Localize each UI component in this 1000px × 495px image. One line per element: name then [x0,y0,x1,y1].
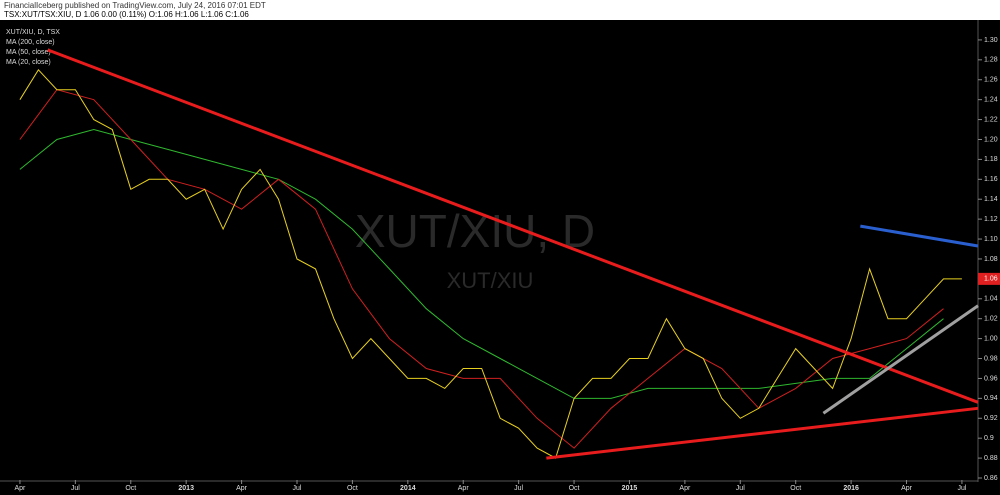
x-tick-label: Oct [569,485,580,492]
last-price-label: 1.06 [984,276,998,283]
y-tick-label: 0.98 [984,355,998,362]
x-tick-label: 2013 [178,485,194,492]
trendline [546,406,979,460]
x-tick-label: Jul [957,485,966,492]
x-tick-label: 2014 [400,485,416,492]
legend-entry: MA (20, close) [6,59,51,66]
x-tick-label: Jul [514,485,523,492]
y-tick-label: 1.26 [984,77,998,84]
ma-line [19,68,962,459]
watermark-sub: XUT/XIU [447,268,534,293]
x-tick-label: Apr [14,485,26,492]
y-tick-label: 1.00 [984,335,998,342]
y-tick-label: 0.92 [984,415,998,422]
y-tick-label: 1.02 [984,316,998,323]
x-tick-label: Oct [125,485,136,492]
trendline [47,48,979,404]
x-tick-label: 2016 [843,485,859,492]
y-tick-label: 1.12 [984,216,998,223]
trendline [822,304,979,415]
x-tick-label: Apr [901,485,913,492]
symbol: XUT/XIU, D, TSX [6,29,60,36]
y-tick-label: 0.86 [984,475,998,482]
y-tick-label: 1.24 [984,97,998,104]
x-tick-label: Jul [71,485,80,492]
ma-line [19,128,944,399]
y-tick-label: 1.30 [984,37,998,44]
y-tick-label: 1.18 [984,156,998,163]
x-tick-label: Apr [458,485,470,492]
y-tick-label: 1.04 [984,296,998,303]
ma-line [19,89,944,449]
y-tick-label: 1.16 [984,176,998,183]
y-tick-label: 0.96 [984,375,998,382]
y-tick-label: 1.10 [984,236,998,243]
x-tick-label: Apr [679,485,691,492]
x-tick-label: 2015 [622,485,638,492]
header: FinancialIceberg published on TradingVie… [4,1,266,10]
y-tick-label: 1.08 [984,256,998,263]
legend-entry: MA (200, close) [6,39,55,46]
y-tick-label: 1.22 [984,116,998,123]
watermark: XUT/XIU, D [355,205,595,257]
x-tick-label: Oct [790,485,801,492]
quote: TSX:XUT/TSX:XIU, D 1.06 0.00 (0.11%) O:1… [4,10,249,19]
x-tick-label: Apr [236,485,248,492]
y-tick-label: 1.28 [984,57,998,64]
x-tick-label: Jul [293,485,302,492]
y-tick-label: 0.88 [984,455,998,462]
y-tick-label: 0.94 [984,395,998,402]
legend-entry: MA (50, close) [6,49,51,56]
header-bar [0,0,1000,20]
x-tick-label: Oct [347,485,358,492]
y-tick-label: 1.14 [984,196,998,203]
y-tick-label: 1.20 [984,136,998,143]
x-tick-label: Jul [736,485,745,492]
last-price-tag [978,272,1000,285]
trendline [860,224,979,248]
y-tick-label: 0.9 [984,435,994,442]
